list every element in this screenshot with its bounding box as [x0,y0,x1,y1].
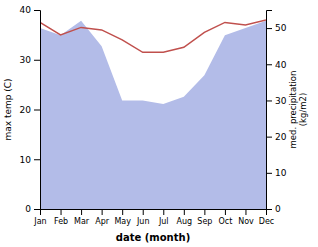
marks [40,20,266,209]
y2-tick: 20 [266,132,287,142]
tick-mark [143,209,144,215]
tick-label: Jun [136,217,150,226]
tick-mark [81,209,82,215]
tick-label: Mar [74,217,90,226]
tick-mark [34,159,40,160]
tick-label: 0 [275,204,281,214]
tick-mark [163,209,164,215]
tick-mark [266,64,272,65]
tick-mark [266,137,272,138]
tick-label: Dec [259,217,274,226]
tick-label: Oct [218,217,232,226]
axis-line [267,11,273,210]
y2-tick: 10 [266,168,287,178]
tick-label: Jul [158,217,169,226]
tick-mark [34,60,40,61]
tick-mark [34,209,40,210]
y-axis: 0 10 20 30 40 [20,5,41,214]
x-tick: Oct [218,209,232,226]
y-axis-title: max temp (C) [3,78,13,140]
tick-mark [266,173,272,174]
plot: JanFebMarAprMayJunJulAugSepOctNovDec0102… [3,5,308,243]
x-tick: Jan [33,209,46,226]
tick-label: 40 [20,5,32,15]
y-tick: 10 [20,155,40,165]
x-tick: May [114,209,131,226]
x-axis: Jan Feb Mar Apr May Jun Jul Aug Sep Oct Nov Dec [33,209,274,226]
y-tick: 40 [20,5,40,15]
tick-mark [61,209,62,215]
tick-label: 50 [275,23,287,33]
tick-label: 30 [20,55,32,65]
y2-tick: 30 [266,96,287,106]
x-axis-title: date (month) [116,232,190,243]
title-line: med. precipitation [288,71,298,149]
precip-area [40,21,266,209]
y2-tick: 40 [266,60,287,70]
y2-tick: 0 [266,204,281,214]
x-tick: Feb [54,209,68,226]
y-tick: 20 [20,105,40,115]
tick-label: 0 [25,204,31,214]
y2-axis: 0 10 20 30 40 50 [266,11,287,215]
x-tick: Nov [238,209,254,226]
x-tick: Aug [177,209,193,226]
tick-mark [102,209,103,215]
tick-mark [34,110,40,111]
tick-label: 20 [275,132,287,142]
tick-mark [245,209,246,215]
tick-label: Sep [197,217,212,226]
temp-line [40,20,266,52]
tick-mark [225,209,226,215]
tick-label: Nov [238,217,254,226]
tick-label: Aug [177,217,193,226]
y2-tick: 50 [266,23,287,33]
axis-line [34,11,41,210]
tick-label: 30 [275,96,287,106]
y-tick: 0 [25,204,40,214]
tick-label: May [114,217,131,226]
tick-mark [34,10,40,11]
tick-label: Apr [95,217,110,226]
x-tick: Mar [74,209,90,226]
tick-label: Jan [33,217,46,226]
x-tick: Jun [136,209,150,226]
y-tick: 30 [20,55,40,65]
tick-label: 10 [275,168,287,178]
tick-mark [122,209,123,215]
tick-label: 20 [20,105,32,115]
x-tick: Dec [259,209,274,226]
chart: JanFebMarAprMayJunJulAugSepOctNovDec0102… [0,0,318,247]
tick-label: 40 [275,60,287,70]
tick-mark [266,209,272,210]
tick-mark [266,100,272,101]
axis-line [41,210,267,216]
x-tick: Sep [197,209,212,226]
tick-label: Feb [54,217,68,226]
x-tick: Apr [95,209,110,226]
tick-mark [184,209,185,215]
y2-axis-title: med. precipitation(kg/m2) [288,71,308,149]
tick-mark [204,209,205,215]
tick-label: 10 [20,155,32,165]
tick-mark [266,28,272,29]
title-line: (kg/m2) [298,93,308,127]
x-tick: Jul [158,209,169,226]
